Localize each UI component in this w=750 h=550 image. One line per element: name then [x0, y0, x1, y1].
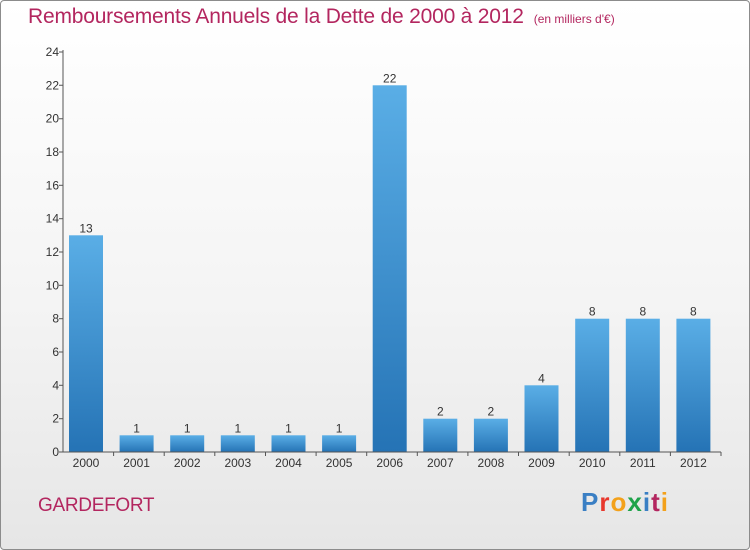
proxiti-logo: Proxiti [581, 487, 669, 518]
y-tick-label: 12 [46, 245, 60, 259]
x-tick-label: 2005 [326, 456, 353, 470]
y-tick-label: 24 [46, 45, 60, 59]
axis-layer: 2000 2001 2002 2003 2004 2005 2006 2007 2008 2009… [46, 45, 722, 470]
data-label: 13 [79, 221, 93, 235]
data-label: 4 [538, 371, 545, 385]
x-tick-label: 2007 [427, 456, 454, 470]
data-label: 1 [285, 421, 292, 435]
x-tick-label: 2004 [275, 456, 302, 470]
x-tick-label: 2010 [579, 456, 606, 470]
bar-2011 [625, 318, 660, 452]
x-tick-label: 2000 [73, 456, 100, 470]
data-label: 8 [690, 305, 697, 319]
bar-2005 [322, 435, 357, 452]
y-tick-label: 22 [46, 78, 60, 92]
bar-2012 [676, 318, 711, 452]
x-tick-label: 2002 [174, 456, 201, 470]
data-label: 1 [336, 421, 343, 435]
logo-letter: r [599, 487, 611, 517]
y-tick-label: 2 [52, 412, 59, 426]
bar-2001 [119, 435, 154, 452]
data-label: 22 [383, 71, 397, 85]
commune-name: GARDEFORT [38, 495, 155, 516]
bar-2010 [575, 318, 610, 452]
x-tick-label: 2006 [376, 456, 403, 470]
chart-title: Remboursements Annuels de la Dette de 20… [28, 5, 615, 29]
bar-2006 [372, 85, 407, 453]
logo-letter: P [581, 487, 600, 517]
data-label: 1 [133, 421, 140, 435]
y-tick-label: 4 [52, 378, 59, 392]
x-tick-label: 2003 [224, 456, 251, 470]
bar-2007 [423, 418, 458, 452]
y-tick-label: 14 [46, 212, 60, 226]
y-tick-label: 8 [52, 312, 59, 326]
x-tick-label: 2001 [123, 456, 150, 470]
data-label: 2 [437, 405, 444, 419]
data-label: 2 [488, 405, 495, 419]
bar-2009 [524, 385, 559, 452]
bar-2003 [220, 435, 255, 452]
chart-title-text: Remboursements Annuels de la Dette de 20… [28, 5, 524, 28]
data-label: 1 [184, 421, 191, 435]
x-tick-label: 2008 [478, 456, 505, 470]
bar-2000 [69, 235, 103, 452]
data-label: 1 [234, 421, 241, 435]
logo-letter: o [610, 487, 628, 517]
y-tick-label: 0 [52, 445, 59, 459]
data-label: 8 [589, 305, 596, 319]
logo-letter: x [627, 487, 643, 517]
y-tick-label: 18 [46, 145, 60, 159]
y-tick-label: 16 [46, 178, 60, 192]
logo-letter: i [642, 487, 652, 517]
chart-unit: (en milliers d'€) [533, 12, 615, 26]
logo-letter: i [660, 487, 669, 517]
data-label: 8 [639, 305, 646, 319]
bar-2002 [170, 435, 205, 452]
x-tick-label: 2009 [528, 456, 555, 470]
y-tick-label: 20 [46, 112, 60, 126]
logo-letter: t [651, 487, 661, 517]
bar-2008 [473, 418, 508, 452]
bar-2004 [271, 435, 306, 452]
y-tick-label: 10 [46, 278, 60, 292]
y-tick-label: 6 [52, 345, 59, 359]
x-tick-label: 2012 [680, 456, 707, 470]
x-tick-label: 2011 [630, 456, 656, 470]
